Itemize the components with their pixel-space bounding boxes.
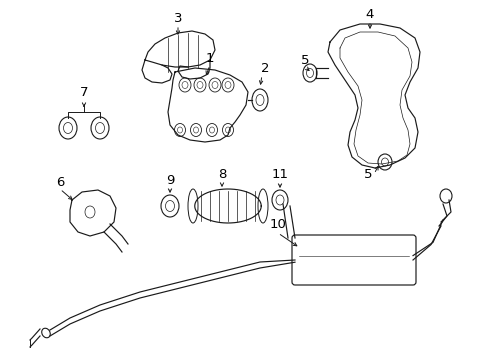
Ellipse shape (225, 127, 230, 133)
Ellipse shape (306, 68, 313, 77)
Ellipse shape (177, 127, 182, 133)
Text: 3: 3 (173, 12, 182, 24)
Ellipse shape (206, 123, 217, 136)
Text: 5: 5 (300, 54, 308, 67)
Ellipse shape (187, 189, 198, 223)
Ellipse shape (275, 195, 284, 205)
Ellipse shape (439, 189, 451, 203)
Ellipse shape (251, 89, 267, 111)
Ellipse shape (222, 78, 234, 92)
Text: 9: 9 (165, 174, 174, 186)
Ellipse shape (271, 190, 287, 210)
Ellipse shape (212, 81, 218, 89)
Ellipse shape (194, 78, 205, 92)
Ellipse shape (161, 195, 179, 217)
Ellipse shape (193, 127, 198, 133)
Ellipse shape (208, 78, 221, 92)
Ellipse shape (377, 154, 391, 170)
Ellipse shape (190, 123, 201, 136)
Text: 1: 1 (205, 51, 214, 64)
Ellipse shape (197, 81, 203, 89)
Ellipse shape (41, 328, 50, 338)
FancyBboxPatch shape (291, 235, 415, 285)
Ellipse shape (95, 122, 104, 134)
Ellipse shape (303, 64, 316, 82)
Ellipse shape (59, 117, 77, 139)
Text: 10: 10 (269, 219, 286, 231)
Ellipse shape (258, 189, 267, 223)
Ellipse shape (91, 117, 109, 139)
Ellipse shape (381, 158, 387, 166)
Text: 11: 11 (271, 168, 288, 181)
Text: 8: 8 (217, 168, 226, 181)
Ellipse shape (63, 122, 72, 134)
Text: 4: 4 (365, 8, 373, 21)
Ellipse shape (179, 78, 191, 92)
Ellipse shape (224, 81, 230, 89)
Ellipse shape (256, 94, 264, 105)
Ellipse shape (165, 201, 174, 211)
Ellipse shape (182, 81, 187, 89)
Ellipse shape (209, 127, 214, 133)
Ellipse shape (222, 123, 233, 136)
Text: 7: 7 (80, 85, 88, 99)
Ellipse shape (85, 206, 95, 218)
Text: 6: 6 (56, 175, 64, 189)
Text: 2: 2 (260, 62, 269, 75)
Ellipse shape (174, 123, 185, 136)
Text: 5: 5 (363, 168, 371, 181)
